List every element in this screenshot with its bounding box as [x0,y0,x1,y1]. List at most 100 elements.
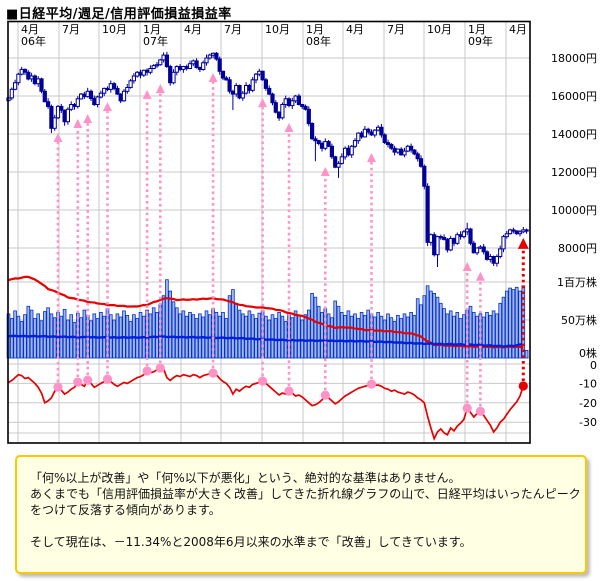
candle [171,71,176,84]
candle [52,117,57,129]
arrow-head-icon [155,84,165,94]
candle [220,70,226,79]
volume-bar [438,302,443,359]
candle [211,52,216,56]
volume-bar [382,319,387,359]
candle [88,90,94,100]
candle [498,248,503,257]
volume-bar [99,311,103,359]
volume-bar [89,320,93,359]
candle [191,60,196,65]
chart-frame [7,20,531,444]
volume-bar [435,296,440,359]
candle [145,69,150,73]
candle [303,105,308,110]
candle [514,230,519,235]
candle [161,54,166,61]
candle [300,104,305,107]
candle [329,145,334,158]
candle [310,123,315,140]
candle [293,95,298,102]
volume-bar [310,292,314,359]
volume-bar [66,319,70,359]
month-tick-label: 4月 [184,23,202,36]
candle [313,138,318,142]
candle [115,87,120,95]
candle [290,100,295,107]
volume-bar [270,314,275,359]
note-line: をつけて反落する傾向があります。 [30,503,221,517]
candle [194,60,199,69]
candle [131,75,137,82]
candle [75,98,80,107]
volume-bar [46,307,50,359]
volume-bar [234,302,239,359]
oscillator-peak-dot [83,375,93,385]
volume-bar [396,314,400,359]
candle [286,98,292,107]
candle [247,85,252,91]
volume-bar [52,317,57,359]
candle [141,69,146,76]
volume-bar [231,289,235,359]
candle [230,90,236,95]
candle [9,88,14,99]
volume-bar [471,311,476,359]
candle [263,79,268,89]
volume-bar [524,349,529,359]
oscillator-peak-dot [53,382,63,392]
month-tick-label: 10月 [265,23,290,36]
volume-bar [346,310,351,359]
candle [369,131,374,136]
candle [475,247,480,254]
candle [471,242,476,254]
y-axis-tick-label: 14000円 [551,128,597,141]
candle [356,132,361,142]
oscillator-peak-dot [462,403,472,413]
candle [217,58,222,72]
volume-bar [161,295,166,359]
candle [227,79,232,92]
candle [273,102,278,113]
margin-sell-line [8,334,524,348]
volume-bar [508,287,512,359]
candle [349,145,354,156]
volume-bar [221,311,225,359]
volume-bar [514,286,519,359]
volume-bar [82,309,87,359]
volume-bar [402,313,407,359]
arrow-head-icon [208,73,218,83]
candle [455,234,460,244]
candle [250,79,255,91]
candle [379,126,384,136]
candle [39,78,44,92]
y-axis-tick-label: 12000円 [551,166,597,179]
volume-bar [468,305,473,359]
candle [458,234,463,238]
candle [399,148,404,156]
year-tick-label: 06年 [21,34,46,48]
candle [280,104,285,119]
candle [135,71,140,77]
y-axis-tick-label: 10000円 [551,204,597,217]
arrow-head-icon [367,153,376,162]
candle [385,142,391,146]
volume-bar [376,311,380,359]
volume-bar [481,316,486,359]
candle [326,141,331,147]
year-tick-label: 08年 [306,34,331,48]
volume-bar [171,301,176,359]
candle [277,111,282,119]
volume-bar [280,315,285,359]
month-tick-label: 7月 [62,23,80,36]
candle [508,229,513,235]
volume-bar [452,315,456,359]
candle [105,87,110,91]
note-line [30,518,573,534]
candle [55,105,61,119]
oscillator-peak-dot [284,386,294,396]
y-axis-tick-label: 8000円 [558,242,597,255]
candle [451,238,457,244]
volume-bar [429,290,433,359]
candle [79,93,84,100]
